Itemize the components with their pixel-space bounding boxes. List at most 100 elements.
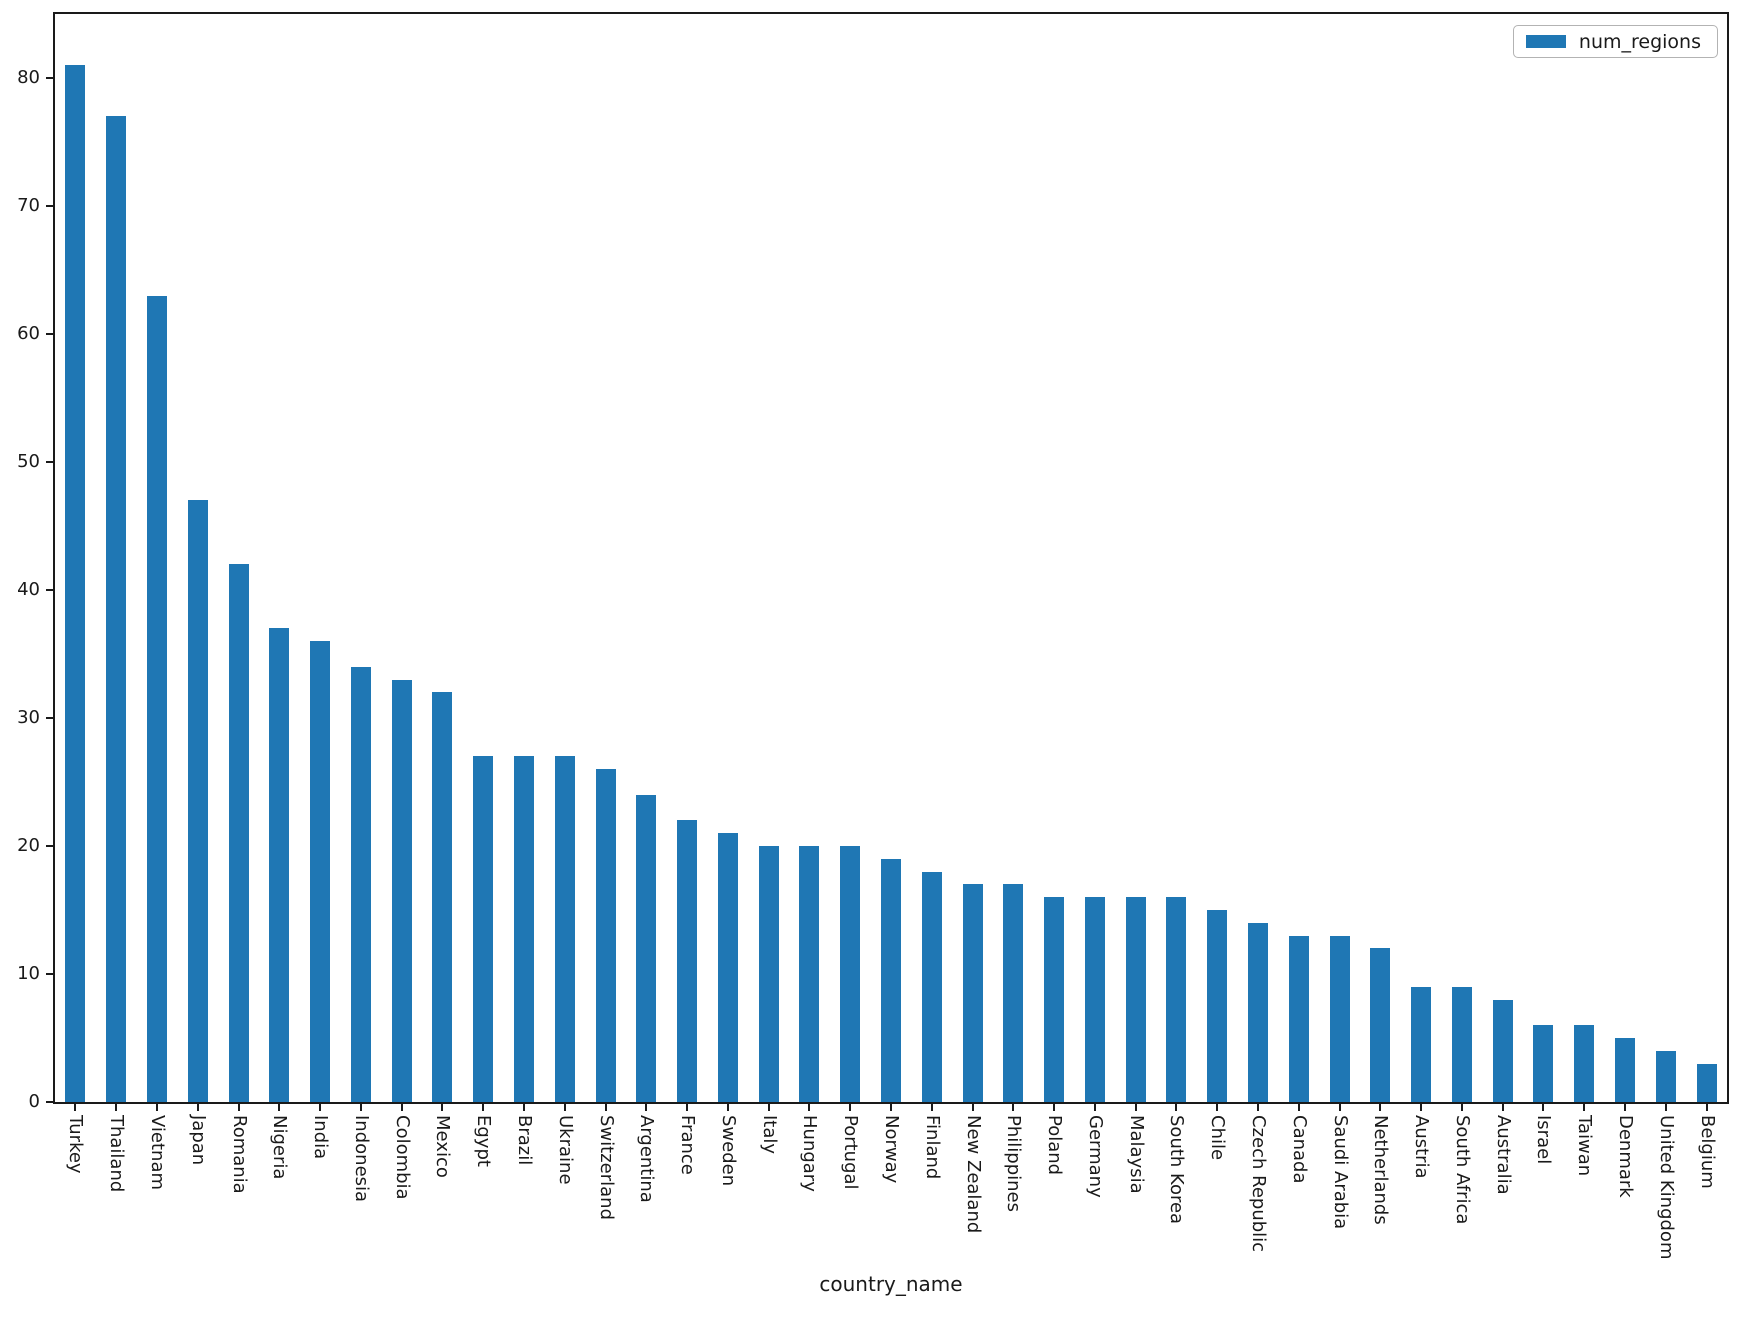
- legend: num_regions: [1512, 25, 1718, 58]
- x-tick-mark: [360, 1102, 362, 1111]
- bar: [188, 500, 208, 1102]
- x-tick-label: Indonesia: [351, 1115, 372, 1203]
- legend-swatch-icon: [1525, 35, 1566, 48]
- x-tick-label: Czech Republic: [1248, 1115, 1269, 1253]
- y-tick-mark: [46, 589, 55, 591]
- x-tick-label: Colombia: [392, 1115, 413, 1200]
- y-tick-mark: [46, 77, 55, 79]
- x-tick-mark: [1216, 1102, 1218, 1111]
- x-tick-mark: [1420, 1102, 1422, 1111]
- x-tick-mark: [1012, 1102, 1014, 1111]
- bar: [1003, 884, 1023, 1102]
- y-tick-mark: [46, 845, 55, 847]
- x-tick-mark: [1175, 1102, 1177, 1111]
- x-tick-mark: [197, 1102, 199, 1111]
- x-tick-mark: [401, 1102, 403, 1111]
- bar: [1289, 936, 1309, 1102]
- bar: [1574, 1025, 1594, 1102]
- y-tick-label: 60: [17, 323, 40, 344]
- x-tick-label: South Africa: [1452, 1115, 1473, 1225]
- x-tick-label: Malaysia: [1126, 1115, 1147, 1194]
- y-tick-label: 80: [17, 67, 40, 88]
- y-tick-label: 20: [17, 835, 40, 856]
- x-tick-label: Ukraine: [555, 1115, 576, 1185]
- x-tick-mark: [482, 1102, 484, 1111]
- x-tick-label: Italy: [759, 1115, 780, 1155]
- x-tick-mark: [727, 1102, 729, 1111]
- x-tick-label: Chile: [1207, 1115, 1228, 1161]
- bar: [514, 756, 534, 1102]
- x-tick-mark: [890, 1102, 892, 1111]
- bar: [922, 872, 942, 1102]
- bar: [106, 116, 126, 1102]
- y-tick-mark: [46, 205, 55, 207]
- bar: [677, 820, 697, 1102]
- bar: [1411, 987, 1431, 1102]
- x-tick-label: Denmark: [1615, 1115, 1636, 1198]
- bar: [473, 756, 493, 1102]
- bar: [1330, 936, 1350, 1102]
- x-tick-mark: [1624, 1102, 1626, 1111]
- x-tick-mark: [1706, 1102, 1708, 1111]
- y-tick-label: 50: [17, 451, 40, 472]
- x-tick-label: Thailand: [106, 1115, 127, 1193]
- bar: [963, 884, 983, 1102]
- x-axis-title: country_name: [819, 1272, 963, 1296]
- x-tick-mark: [972, 1102, 974, 1111]
- bar: [1697, 1064, 1717, 1102]
- x-tick-mark: [238, 1102, 240, 1111]
- x-tick-mark: [686, 1102, 688, 1111]
- x-tick-label: Finland: [922, 1115, 943, 1180]
- x-tick-label: United Kingdom: [1656, 1115, 1677, 1260]
- x-tick-label: New Zealand: [963, 1115, 984, 1234]
- bar: [1248, 923, 1268, 1102]
- x-tick-mark: [605, 1102, 607, 1111]
- x-tick-mark: [74, 1102, 76, 1111]
- x-tick-label: Mexico: [432, 1115, 453, 1178]
- bar: [269, 628, 289, 1102]
- y-tick-mark: [46, 333, 55, 335]
- legend-label: num_regions: [1578, 30, 1701, 53]
- x-tick-label: France: [677, 1115, 698, 1175]
- x-tick-mark: [931, 1102, 933, 1111]
- bar: [1493, 1000, 1513, 1102]
- bar: [840, 846, 860, 1102]
- bar: [555, 756, 575, 1102]
- bar: [1656, 1051, 1676, 1102]
- x-tick-label: Israel: [1533, 1115, 1554, 1165]
- bar: [65, 65, 85, 1102]
- x-tick-label: Philippines: [1003, 1115, 1024, 1212]
- bar: [759, 846, 779, 1102]
- bar: [1370, 948, 1390, 1102]
- x-tick-label: Germany: [1085, 1115, 1106, 1198]
- bar: [636, 795, 656, 1102]
- bar: [1533, 1025, 1553, 1102]
- bar: [1044, 897, 1064, 1102]
- y-tick-label: 40: [17, 579, 40, 600]
- y-tick-label: 0: [28, 1091, 40, 1112]
- x-tick-mark: [1461, 1102, 1463, 1111]
- x-tick-label: Argentina: [636, 1115, 657, 1203]
- y-tick-label: 30: [17, 707, 40, 728]
- x-tick-mark: [278, 1102, 280, 1111]
- x-tick-mark: [808, 1102, 810, 1111]
- x-tick-label: Turkey: [65, 1115, 86, 1174]
- bar: [147, 296, 167, 1102]
- x-tick-mark: [645, 1102, 647, 1111]
- x-tick-label: Netherlands: [1370, 1115, 1391, 1225]
- bar: [229, 564, 249, 1102]
- x-tick-label: Sweden: [718, 1115, 739, 1187]
- bar: [310, 641, 330, 1102]
- bar: [1166, 897, 1186, 1102]
- bar: [596, 769, 616, 1102]
- y-tick-mark: [46, 973, 55, 975]
- bar: [1085, 897, 1105, 1102]
- y-tick-mark: [46, 1101, 55, 1103]
- x-tick-label: Switzerland: [596, 1115, 617, 1220]
- x-tick-label: Norway: [881, 1115, 902, 1184]
- x-tick-mark: [1257, 1102, 1259, 1111]
- bar: [392, 680, 412, 1102]
- x-tick-mark: [319, 1102, 321, 1111]
- x-tick-mark: [1542, 1102, 1544, 1111]
